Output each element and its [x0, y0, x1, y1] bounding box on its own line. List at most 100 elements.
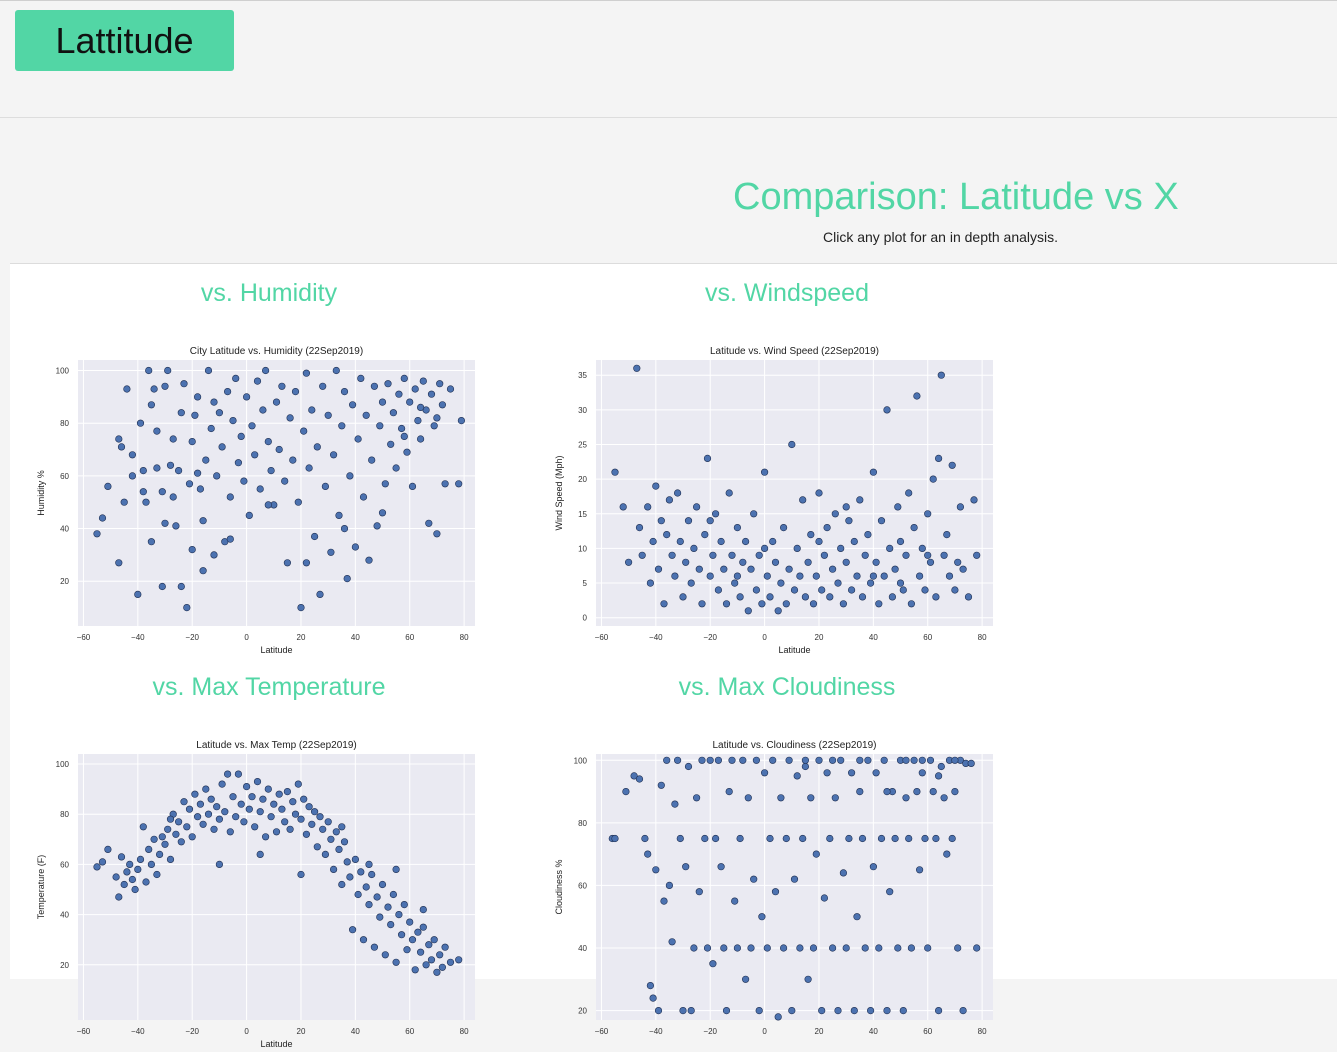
max-cloudiness-plot[interactable]: −60 −40 −20 0 20 40 60 80 20 40 60 80 100 Latitude vs… [548, 732, 1008, 1052]
data-point [826, 834, 834, 843]
data-point [199, 820, 207, 828]
data-point [283, 787, 291, 796]
data-point [644, 503, 652, 511]
data-point [883, 1007, 891, 1015]
data-point [886, 544, 894, 552]
data-point [311, 808, 319, 816]
data-point [294, 780, 302, 788]
data-point [780, 944, 788, 952]
data-point [340, 387, 349, 396]
data-point [799, 834, 807, 843]
data-point [395, 911, 403, 919]
y-tick-label: 5 [583, 579, 588, 588]
data-point [801, 756, 809, 764]
x-axis-label: Latitude [778, 645, 810, 655]
data-point [826, 593, 834, 601]
data-point [916, 572, 924, 580]
y-tick-label: 20 [578, 475, 587, 484]
data-point [117, 443, 126, 451]
data-point [185, 480, 194, 488]
data-point [243, 393, 251, 401]
data-point [635, 775, 644, 783]
data-point [343, 575, 351, 583]
data-point [153, 870, 161, 879]
y-tick-label: 20 [578, 1007, 587, 1016]
x-tick-label: 0 [244, 633, 249, 642]
windspeed-plot[interactable]: −60 −40 −20 0 20 40 60 80 0 5 10 15 20 25 30 35 Latitude… [548, 338, 1008, 658]
data-point [291, 810, 300, 818]
data-point [948, 461, 956, 469]
plot-area [596, 360, 993, 626]
data-point [891, 834, 899, 843]
data-point [867, 1007, 875, 1015]
data-point [731, 579, 739, 587]
data-point [411, 966, 419, 974]
data-point [671, 572, 679, 580]
data-point [790, 586, 799, 594]
data-point [400, 432, 408, 440]
max-temperature-plot[interactable]: −60 −40 −20 0 20 40 60 80 20 40 60 80 100 Latitude vs… [30, 732, 490, 1052]
data-point [115, 559, 123, 567]
data-point [861, 944, 869, 952]
data-point [842, 944, 850, 952]
humidity-chart: −60 −40 −20 0 20 40 60 80 20 40 60 80 100 City Latitu… [36, 346, 475, 655]
data-point [232, 813, 240, 821]
data-point [180, 380, 188, 388]
data-point [229, 416, 237, 425]
data-point [446, 385, 455, 393]
data-point [313, 843, 321, 851]
data-point [191, 790, 199, 798]
humidity-plot[interactable]: −60 −40 −20 0 20 40 60 80 20 40 60 80 100 City Latitu… [30, 338, 490, 658]
data-point [858, 593, 867, 601]
brand-button[interactable]: Lattitude [15, 10, 234, 71]
data-point [419, 906, 427, 914]
data-point [665, 881, 673, 889]
data-point [940, 794, 948, 802]
data-point [120, 498, 128, 506]
data-point [970, 496, 978, 504]
section-title-max-temperature: vs. Max Temperature [152, 673, 386, 701]
data-point [926, 558, 935, 566]
data-point [316, 590, 324, 598]
y-axis-label: Cloudiness % [554, 859, 564, 914]
data-point [850, 1007, 858, 1015]
data-point [196, 485, 204, 493]
data-point [943, 531, 951, 539]
y-tick-label: 80 [578, 819, 587, 828]
data-point [281, 818, 289, 826]
data-point [660, 600, 668, 608]
navbar-divider [0, 117, 1337, 118]
data-point [780, 524, 788, 532]
data-point [267, 813, 275, 821]
data-point [674, 756, 682, 764]
y-tick-label: 0 [583, 614, 588, 623]
data-point [226, 535, 234, 543]
data-point [774, 1013, 782, 1021]
max-cloudiness-chart: −60 −40 −20 0 20 40 60 80 20 40 60 80 100 Latitude vs… [554, 740, 993, 1036]
data-point [703, 454, 712, 462]
y-tick-label: 60 [578, 881, 587, 890]
data-point [204, 810, 213, 818]
data-point [907, 600, 916, 608]
data-point [419, 923, 427, 931]
x-axis-label: Latitude [260, 1039, 292, 1049]
data-point [894, 503, 902, 511]
data-point [850, 537, 858, 546]
data-point [340, 525, 349, 533]
x-tick-label: 0 [762, 633, 767, 642]
data-point [880, 756, 888, 764]
data-point [332, 366, 340, 375]
data-point [635, 524, 644, 532]
data-point [633, 364, 641, 372]
data-point [641, 834, 649, 843]
data-point [902, 551, 910, 559]
data-point [370, 382, 379, 390]
data-point [438, 963, 447, 971]
data-point [408, 936, 417, 944]
x-tick-label: 60 [923, 633, 932, 642]
data-point [425, 941, 433, 949]
data-point [115, 435, 123, 443]
y-tick-label: 35 [578, 371, 587, 380]
data-point [921, 834, 929, 843]
data-point [864, 531, 872, 539]
